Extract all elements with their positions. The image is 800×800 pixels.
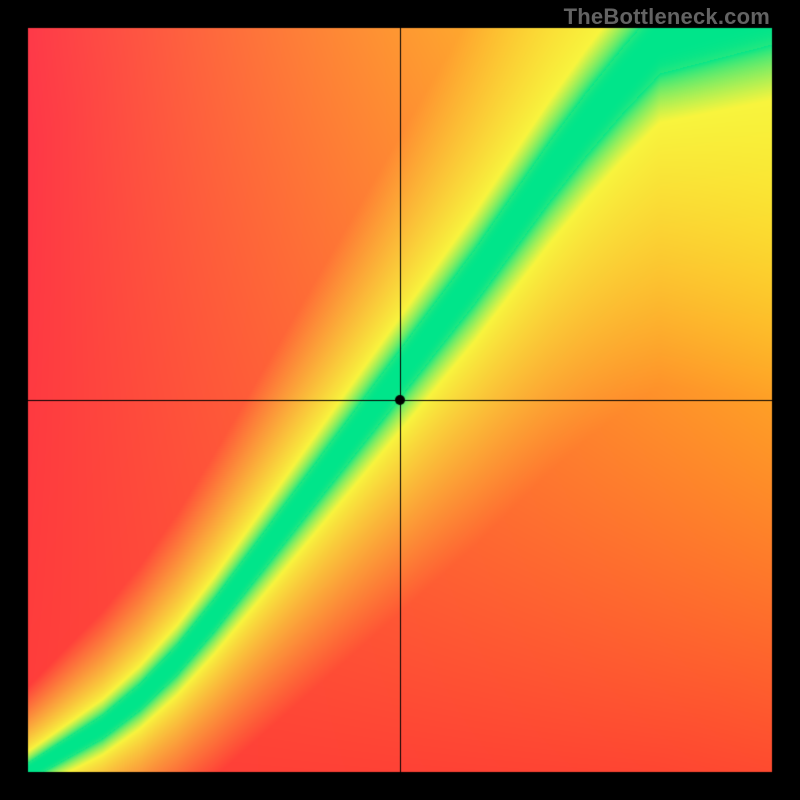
bottleneck-heatmap <box>0 0 800 800</box>
watermark-text: TheBottleneck.com <box>564 4 770 30</box>
chart-container: TheBottleneck.com <box>0 0 800 800</box>
